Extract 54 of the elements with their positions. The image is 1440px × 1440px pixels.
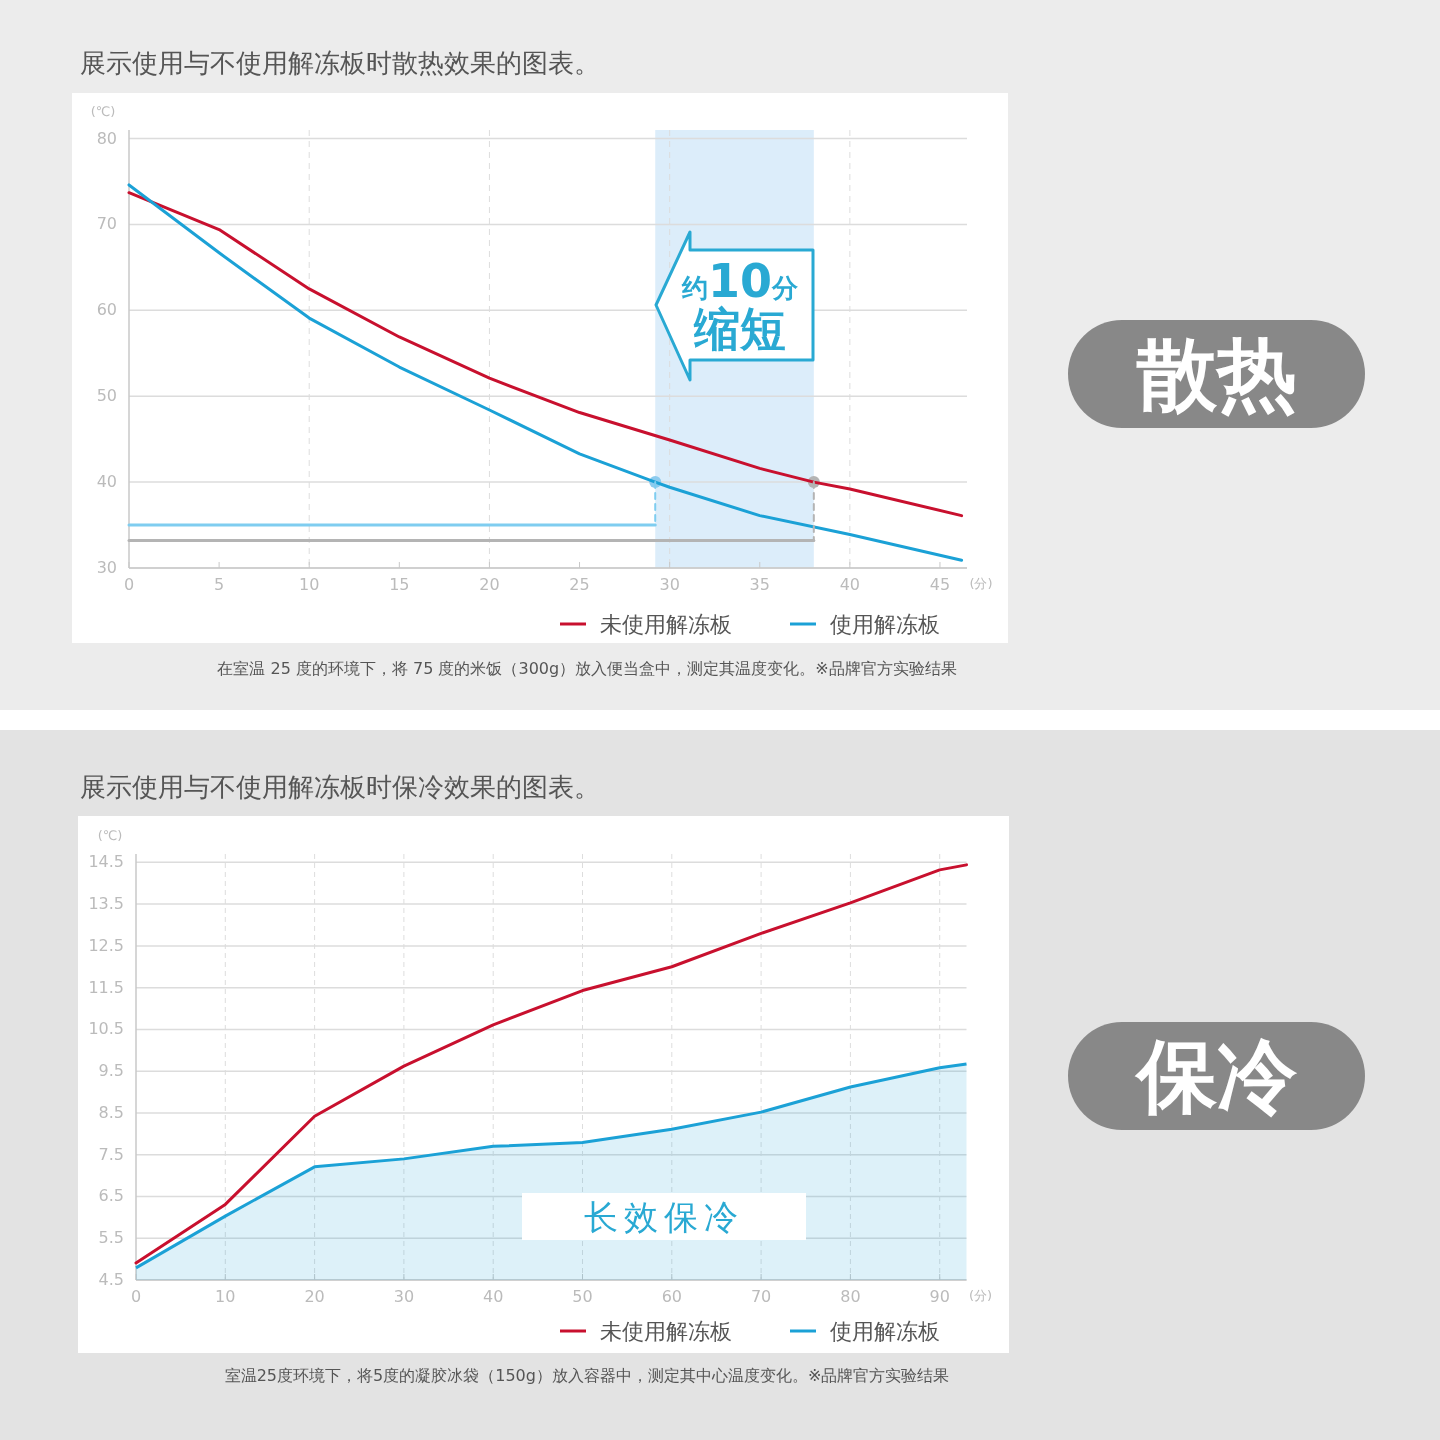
x-tick-label: 70 <box>750 1287 772 1306</box>
x-axis-title: (分) <box>969 576 993 591</box>
y-tick-label: 7.5 <box>98 1144 124 1164</box>
chart-title: 展示使用与不使用解冻板时散热效果的图表。 <box>80 48 600 78</box>
x-tick-label: 10 <box>215 1287 236 1306</box>
annotation: 缩短 <box>693 302 786 356</box>
y-tick-label: 13.5 <box>88 894 124 914</box>
y-tick-label: 40 <box>96 472 117 492</box>
line-series <box>134 863 968 1265</box>
x-axis-title: (分) <box>968 1288 993 1303</box>
text: 室温25度环境下，将5度的凝胶冰袋（150g）放入容器中，测定其中心温度变化。※品牌官方实验结果 <box>224 1366 950 1385</box>
y-tick-label: 70 <box>96 214 117 234</box>
annotation: 长效保冷 <box>584 1197 744 1237</box>
x-tick-label: 30 <box>393 1287 415 1306</box>
x-tick-label: 80 <box>840 1287 861 1306</box>
y-tick-label: 80 <box>96 128 117 148</box>
text: 保冷 <box>1133 1030 1298 1123</box>
legend-label: 使用解冻板 <box>830 612 940 637</box>
x-tick-label: 20 <box>479 575 500 594</box>
x-tick-label: 90 <box>929 1287 950 1306</box>
x-tick-label: 0 <box>123 575 135 594</box>
y-tick-label: 60 <box>96 300 117 320</box>
y-tick-label: 4.5 <box>98 1270 124 1289</box>
x-tick-label: 10 <box>299 575 320 594</box>
x-tick-label: 0 <box>130 1287 142 1306</box>
x-tick-label: 35 <box>749 575 770 594</box>
x-tick-label: 20 <box>304 1287 325 1306</box>
chart-title: 展示使用与不使用解冻板时保冷效果的图表。 <box>80 772 600 802</box>
x-tick-label: 40 <box>483 1287 504 1306</box>
y-tick-label: 8.5 <box>98 1102 124 1122</box>
text: 散热 <box>1135 328 1297 421</box>
legend-label: 未使用解冻板 <box>600 612 732 637</box>
y-axis-title: (℃) <box>90 104 116 119</box>
x-tick-label: 25 <box>569 575 590 594</box>
x-tick-label: 50 <box>572 1287 593 1306</box>
y-tick-label: 12.5 <box>88 935 124 955</box>
x-tick-label: 30 <box>659 575 680 594</box>
y-axis-title: (℃) <box>97 828 123 843</box>
y-tick-label: 11.5 <box>88 977 124 997</box>
y-tick-label: 14.5 <box>88 852 124 872</box>
y-tick-label: 9.5 <box>98 1061 124 1081</box>
y-tick-label: 10.5 <box>88 1019 124 1039</box>
x-tick-label: 15 <box>389 575 410 594</box>
x-tick-label: 5 <box>214 575 225 594</box>
y-tick-label: 30 <box>96 558 117 577</box>
x-tick-label: 45 <box>929 575 951 594</box>
legend-label: 使用解冻板 <box>830 1319 940 1344</box>
legend-label: 未使用解冻板 <box>600 1319 732 1344</box>
y-tick-label: 50 <box>96 386 117 406</box>
y-tick-label: 5.5 <box>98 1228 124 1248</box>
x-tick-label: 40 <box>839 575 861 594</box>
y-tick-label: 6.5 <box>98 1186 124 1206</box>
text: 在室温 25 度的环境下，将 75 度的米饭（300g）放入便当盒中，测定其温度变化。※品牌官方实验结果 <box>217 659 957 678</box>
x-tick-label: 60 <box>661 1287 682 1306</box>
